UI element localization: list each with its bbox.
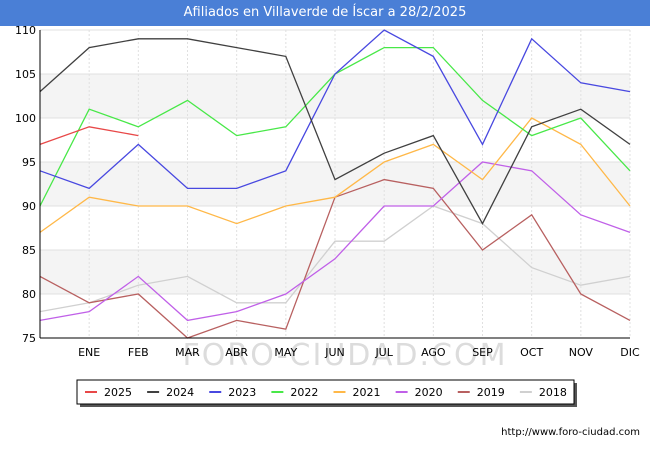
x-tick-label: FEB xyxy=(128,346,149,359)
x-tick-label: AGO xyxy=(421,346,446,359)
x-tick-label: JUL xyxy=(374,346,393,359)
legend-label-2023: 2023 xyxy=(228,386,256,399)
legend-label-2025: 2025 xyxy=(104,386,132,399)
x-tick-label: ENE xyxy=(78,346,100,359)
series-line-2025 xyxy=(39,126,139,146)
source-url: http://www.foro-ciudad.com xyxy=(501,427,640,438)
y-tick-label: 75 xyxy=(22,332,36,345)
legend-label-2022: 2022 xyxy=(290,386,318,399)
x-tick-label: ABR xyxy=(225,346,248,359)
x-tick-label: DIC xyxy=(620,346,640,359)
y-tick-label: 100 xyxy=(15,112,36,125)
series-line-2023 xyxy=(39,29,631,190)
y-tick-label: 110 xyxy=(15,24,36,37)
legend-label-2018: 2018 xyxy=(539,386,567,399)
series-lines xyxy=(39,29,631,339)
legend-box xyxy=(76,379,575,405)
y-tick-label: 95 xyxy=(22,156,36,169)
x-tick-label: SEP xyxy=(472,346,493,359)
x-tick-label: JUN xyxy=(324,346,345,359)
watermark-text: FORO-CIUDAD.COM xyxy=(183,338,508,373)
legend-label-2024: 2024 xyxy=(166,386,194,399)
y-tick-label: 90 xyxy=(22,200,36,213)
series-line-2018 xyxy=(39,205,631,313)
y-tick-label: 105 xyxy=(15,68,36,81)
x-tick-label: MAY xyxy=(274,346,297,359)
x-tick-label: OCT xyxy=(520,346,543,359)
y-axis: 75 80 85 90 95 100 105 110 xyxy=(15,24,41,345)
legend-label-2021: 2021 xyxy=(353,386,381,399)
series-line-2024 xyxy=(39,38,631,225)
x-tick-label: NOV xyxy=(569,346,594,359)
legend-label-2019: 2019 xyxy=(477,386,505,399)
legend: 2025 2024 2023 2022 2021 2020 2019 2018 xyxy=(76,379,577,407)
y-tick-label: 85 xyxy=(22,244,36,257)
x-axis: ENE FEB MAR ABR MAY JUN JUL AGO SEP OCT NOV DIC xyxy=(40,337,640,359)
chart-title: Afiliados en Villaverde de Íscar a 28/2/… xyxy=(0,0,650,26)
y-tick-label: 80 xyxy=(22,288,36,301)
series-line-2020 xyxy=(39,161,631,322)
legend-label-2020: 2020 xyxy=(415,386,443,399)
x-tick-label: MAR xyxy=(175,346,200,359)
series-line-2021 xyxy=(39,117,631,233)
